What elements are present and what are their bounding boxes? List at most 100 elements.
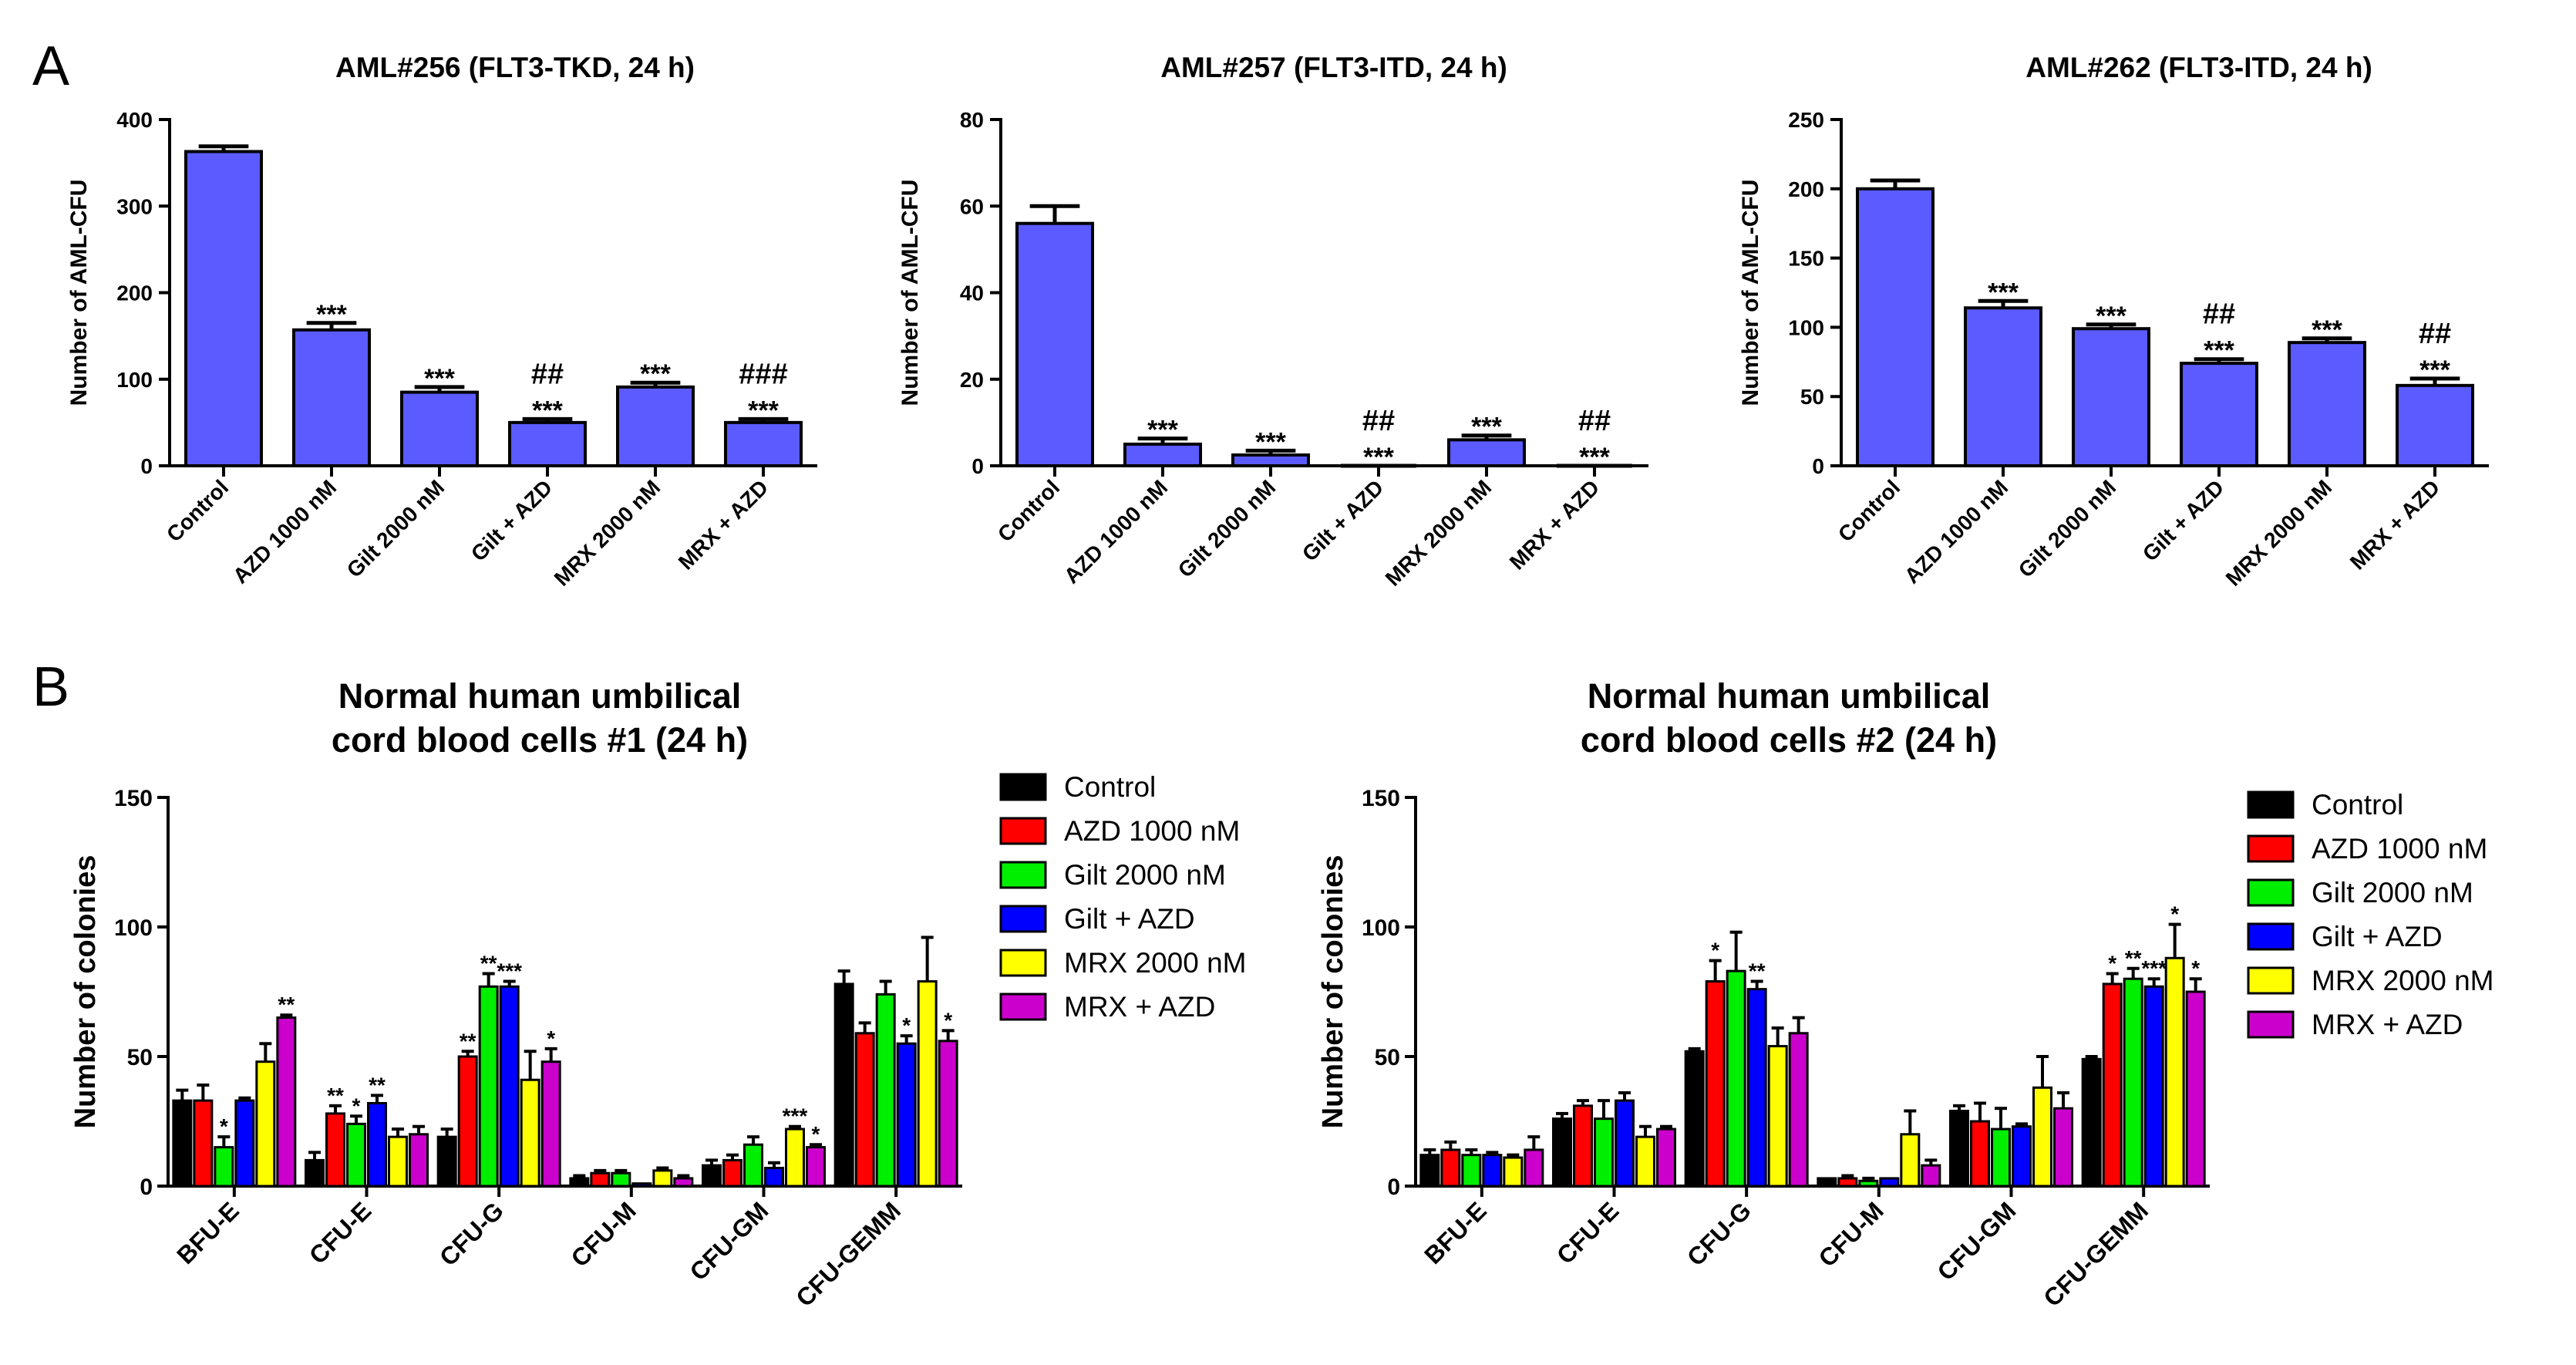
legend-swatch xyxy=(999,861,1047,889)
significance-stars: *** xyxy=(316,300,347,329)
y-axis-label: Number of AML-CFU xyxy=(897,180,923,406)
y-tick-label: 50 xyxy=(127,1045,153,1070)
significance-stars: * xyxy=(1711,939,1719,962)
bar xyxy=(1705,980,1726,1188)
bar xyxy=(806,1146,826,1188)
bar xyxy=(1482,1154,1503,1188)
bar xyxy=(2396,383,2474,467)
bar xyxy=(2288,341,2366,467)
bar xyxy=(875,993,896,1188)
y-tick-label: 0 xyxy=(1812,454,1824,478)
y-tick-label: 0 xyxy=(971,454,984,478)
bar xyxy=(292,328,371,467)
significance-stars: ** xyxy=(278,993,295,1016)
legend-swatch xyxy=(999,773,1047,801)
y-tick-label: 150 xyxy=(1788,247,1824,271)
legend-swatch xyxy=(2247,1010,2295,1039)
bar xyxy=(2185,990,2206,1188)
bar xyxy=(652,1169,673,1188)
chart-title: AML#262 (FLT3-ITD, 24 h) xyxy=(2025,52,2372,83)
x-tick-label: Control xyxy=(1834,475,1904,546)
x-tick-label: AZD 1000 nM xyxy=(1059,475,1172,588)
significance-stars: ** xyxy=(369,1073,386,1097)
significance-stars: *** xyxy=(2096,302,2126,331)
x-tick-label: Gilt + AZD xyxy=(466,475,557,565)
y-tick-label: 400 xyxy=(116,108,153,132)
significance-stars: ** xyxy=(480,951,497,975)
x-tick-label: Gilt 2000 nM xyxy=(1174,475,1281,582)
bar xyxy=(896,1042,917,1188)
bar xyxy=(1856,187,1935,468)
x-tick-label: Control xyxy=(162,475,233,546)
y-tick-label: 200 xyxy=(1788,177,1824,201)
bar xyxy=(1015,221,1094,467)
y-tick-label: 300 xyxy=(116,194,153,218)
legend-label: Control xyxy=(2312,789,2403,821)
legend-swatch xyxy=(999,905,1047,933)
y-tick-label: 100 xyxy=(114,915,153,941)
bar xyxy=(305,1158,325,1188)
significance-hashes: ## xyxy=(531,358,564,390)
legend-label: AZD 1000 nM xyxy=(2312,833,2487,865)
bar xyxy=(1615,1099,1635,1188)
bar xyxy=(2123,977,2143,1188)
x-tick-label: CFU-GM xyxy=(1932,1196,2022,1286)
y-tick-label: 0 xyxy=(140,454,153,478)
x-tick-label: Gilt + AZD xyxy=(2138,475,2228,565)
bar xyxy=(1949,1110,1969,1188)
legend-swatch xyxy=(999,949,1047,977)
chart-aml257: AML#257 (FLT3-ITD, 24 h) Number of AML-CF… xyxy=(897,52,1648,591)
x-tick-label: BFU-E xyxy=(1419,1196,1492,1269)
bar xyxy=(234,1099,255,1188)
chart-title-line-2: cord blood cells #2 (24 h) xyxy=(1581,720,1997,760)
y-tick-label: 150 xyxy=(114,786,153,811)
bar xyxy=(1552,1117,1572,1188)
legend-label: MRX 2000 nM xyxy=(2312,965,2494,996)
legend-label: Control xyxy=(1064,771,1156,803)
significance-stars: *** xyxy=(2141,956,2167,980)
legend-swatch xyxy=(2247,834,2295,863)
significance-hashes: ## xyxy=(1578,405,1611,437)
chart-title: AML#257 (FLT3-ITD, 24 h) xyxy=(1160,52,1507,83)
bar xyxy=(854,1032,875,1188)
y-tick-label: 80 xyxy=(960,108,984,132)
bar xyxy=(325,1112,345,1188)
significance-stars: *** xyxy=(1147,416,1178,445)
legend-swatch xyxy=(999,993,1047,1021)
x-tick-label: AZD 1000 nM xyxy=(228,475,341,588)
bar xyxy=(590,1171,611,1188)
y-tick-label: 100 xyxy=(1788,315,1824,339)
significance-stars: *** xyxy=(748,396,779,425)
bar xyxy=(724,420,803,467)
bar xyxy=(1746,988,1767,1188)
bar xyxy=(938,1040,958,1188)
chart-title-line-1: Normal human umbilical xyxy=(338,676,742,716)
bar xyxy=(2180,362,2258,468)
panel-label-b: B xyxy=(32,656,69,718)
x-tick-label: AZD 1000 nM xyxy=(1900,475,2012,588)
bar xyxy=(2072,327,2150,468)
x-tick-label: MRX + AZD xyxy=(2345,475,2444,574)
bar xyxy=(1964,306,2042,468)
bar xyxy=(255,1060,276,1188)
x-tick-label: Gilt + AZD xyxy=(1298,475,1388,565)
significance-hashes: ## xyxy=(1362,405,1395,437)
y-tick-label: 50 xyxy=(1375,1045,1400,1070)
legend-label: MRX 2000 nM xyxy=(1064,947,1247,979)
bar xyxy=(367,1101,387,1188)
y-tick-label: 100 xyxy=(116,368,153,392)
x-tick-label: CFU-E xyxy=(304,1196,377,1269)
chart-aml262: AML#262 (FLT3-ITD, 24 h) Number of AML-CF… xyxy=(1738,52,2489,591)
y-tick-label: 0 xyxy=(1387,1175,1400,1200)
bar xyxy=(702,1164,722,1188)
x-tick-label: MRX + AZD xyxy=(1505,475,1604,574)
bar xyxy=(631,1182,652,1188)
bar xyxy=(1817,1177,1837,1188)
bar xyxy=(569,1177,590,1188)
bar xyxy=(2164,956,2185,1188)
x-tick-label: CFU-G xyxy=(434,1196,509,1271)
chart-aml256: AML#256 (FLT3-TKD, 24 h) Number of AML-CF… xyxy=(66,52,817,591)
significance-stars: *** xyxy=(532,396,563,425)
